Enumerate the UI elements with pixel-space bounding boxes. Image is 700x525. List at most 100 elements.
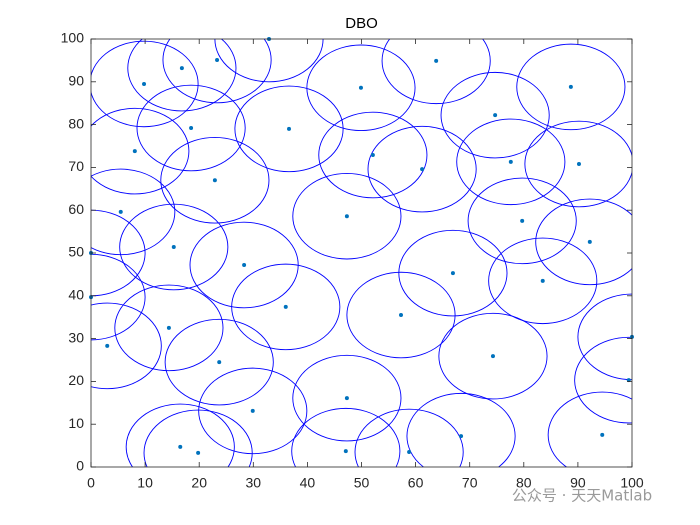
x-tick-label: 0 <box>87 475 95 491</box>
point <box>118 209 123 214</box>
coverage-circle <box>367 125 477 213</box>
x-tick-label: 100 <box>620 475 644 491</box>
point <box>215 57 220 62</box>
y-tick-label: 60 <box>68 201 84 217</box>
point <box>493 113 498 118</box>
coverage-circle <box>143 409 253 467</box>
x-tick-label: 10 <box>137 475 153 491</box>
coverage-circle <box>114 284 224 372</box>
coverage-circle <box>198 367 308 455</box>
coverage-circle <box>292 354 402 442</box>
point <box>142 81 147 86</box>
coverage-circle <box>440 71 550 159</box>
coverage-circle <box>91 253 146 341</box>
x-tick-label: 90 <box>570 475 586 491</box>
point <box>540 278 545 283</box>
y-tick-label: 0 <box>76 458 84 474</box>
coverage-circle <box>306 44 416 132</box>
coverage-circle <box>160 136 270 224</box>
point <box>178 444 183 449</box>
x-tick-label: 50 <box>354 475 370 491</box>
y-tick-label: 10 <box>68 415 84 431</box>
coverage-circle <box>354 408 464 467</box>
watermark: 公众号 · 天天Matlab <box>512 487 652 505</box>
coverage-circle <box>346 271 456 359</box>
point <box>166 325 171 330</box>
point <box>343 449 348 454</box>
y-tick-label: 20 <box>68 372 84 388</box>
point <box>105 343 110 348</box>
point <box>212 178 217 183</box>
coverage-circle <box>292 172 402 260</box>
point <box>283 304 288 309</box>
point <box>242 262 247 267</box>
point <box>450 271 455 276</box>
coverage-circle <box>91 302 162 390</box>
point <box>189 126 194 131</box>
coverage-circle <box>119 203 229 291</box>
x-tick-label: 30 <box>246 475 262 491</box>
coverage-circle <box>214 39 324 83</box>
coverage-circle <box>91 209 146 297</box>
point <box>576 161 581 166</box>
point <box>490 354 495 359</box>
chart-title: DBO <box>345 15 378 32</box>
point <box>344 396 349 401</box>
y-tick-label: 90 <box>68 73 84 89</box>
coverage-circle <box>488 237 598 325</box>
coverage-circle <box>231 263 341 351</box>
x-tick-label: 70 <box>462 475 478 491</box>
x-tick-label: 80 <box>516 475 532 491</box>
x-tick-label: 40 <box>300 475 316 491</box>
y-tick-label: 30 <box>68 329 84 345</box>
x-tick-label: 60 <box>408 475 424 491</box>
coverage-circle <box>125 403 235 467</box>
coverage-circle <box>164 318 274 406</box>
coverage-circle <box>91 40 199 128</box>
coverage-circle <box>162 39 272 104</box>
coverage-circle <box>516 43 626 131</box>
y-tick-label: 100 <box>61 30 85 46</box>
coverage-circle <box>381 39 491 105</box>
points <box>89 37 634 455</box>
plot-area <box>91 39 632 467</box>
coverage-circle <box>406 392 516 467</box>
coverage-circle <box>136 84 246 172</box>
point <box>407 450 412 455</box>
point <box>398 313 403 318</box>
point <box>459 434 464 439</box>
point <box>420 167 425 172</box>
point <box>370 152 375 157</box>
coverage-circle <box>127 39 237 112</box>
coverage-circle <box>318 111 428 199</box>
coverage-circle <box>577 293 632 381</box>
coverage-circle <box>547 391 632 467</box>
point <box>250 408 255 413</box>
coverage-circle <box>234 85 344 173</box>
coverage-circle <box>398 229 508 317</box>
point <box>287 126 292 131</box>
y-tick-label: 80 <box>68 115 84 131</box>
point <box>196 450 201 455</box>
y-tick-label: 40 <box>68 287 84 303</box>
coverage-circle <box>467 177 577 265</box>
coverage-circle <box>574 336 632 424</box>
point <box>344 214 349 219</box>
point <box>132 149 137 154</box>
point <box>179 66 184 71</box>
point <box>358 85 363 90</box>
point <box>171 245 176 250</box>
y-tick-label: 70 <box>68 158 84 174</box>
coverage-circle <box>291 407 401 467</box>
point <box>568 84 573 89</box>
coverage-circle <box>91 107 190 195</box>
coverage-circles <box>91 39 632 467</box>
point <box>587 239 592 244</box>
y-tick-label: 50 <box>68 244 84 260</box>
coverage-circle <box>438 312 548 400</box>
point <box>217 360 222 365</box>
point <box>508 159 513 164</box>
point <box>600 432 605 437</box>
x-tick-label: 20 <box>191 475 207 491</box>
